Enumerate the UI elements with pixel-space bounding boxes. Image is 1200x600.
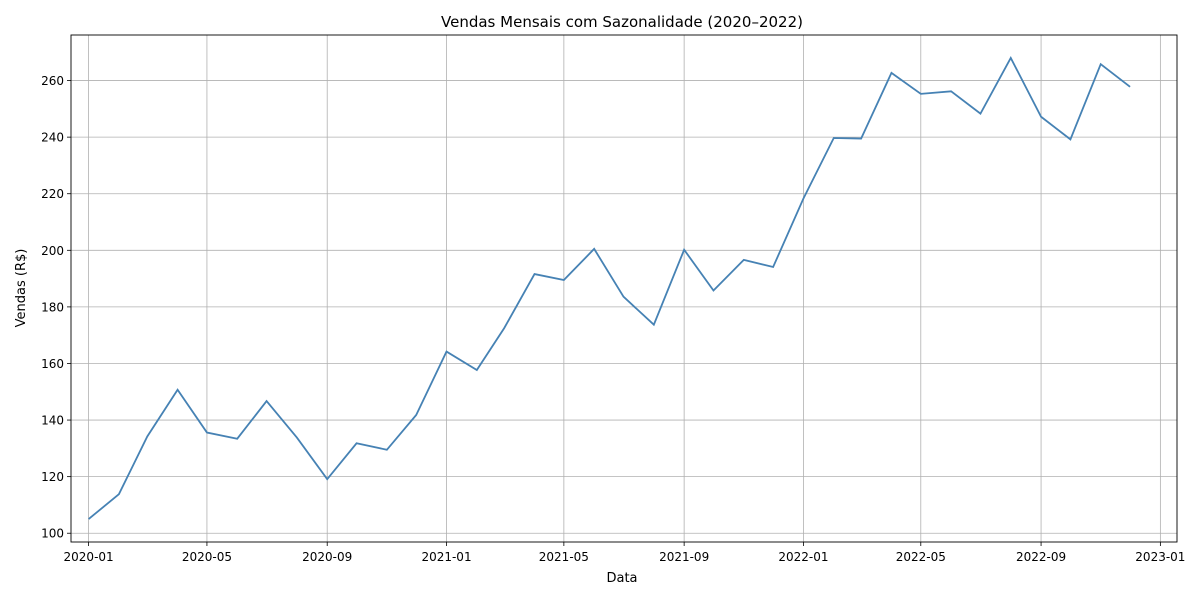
chart-title: Vendas Mensais com Sazonalidade (2020–20… (441, 13, 803, 31)
y-tick-label: 260 (41, 74, 64, 88)
y-tick-label: 220 (41, 187, 64, 201)
ticks: 2020-01 2020-05 2020-09 2021-01 2021-05 2021-… (41, 74, 1185, 564)
y-tick-label: 100 (41, 527, 64, 541)
y-tick-label: 160 (41, 357, 64, 371)
x-tick-label: 2021-09 (659, 550, 709, 564)
y-tick-label: 180 (41, 300, 64, 314)
x-tick-label: 2020-05 (182, 550, 232, 564)
grid (71, 35, 1177, 542)
x-tick-label: 2022-05 (896, 550, 946, 564)
x-tick-label: 2020-01 (64, 550, 114, 564)
plot-frame (70, 34, 1178, 543)
x-tick-label: 2022-01 (778, 550, 828, 564)
y-tick-label: 200 (41, 244, 64, 258)
x-tick-label: 2020-09 (302, 550, 352, 564)
y-tick-label: 140 (41, 414, 64, 428)
y-tick-label: 240 (41, 131, 64, 145)
y-axis-label: Vendas (R$) (14, 249, 29, 328)
x-tick-label: 2023-01 (1135, 550, 1185, 564)
series-line (88, 55, 1131, 520)
x-tick-label: 2021-01 (421, 550, 471, 564)
x-tick-label: 2022-09 (1016, 550, 1066, 564)
y-tick-label: 120 (41, 470, 64, 484)
x-axis-label: Data (606, 571, 637, 586)
x-tick-label: 2021-05 (539, 550, 589, 564)
